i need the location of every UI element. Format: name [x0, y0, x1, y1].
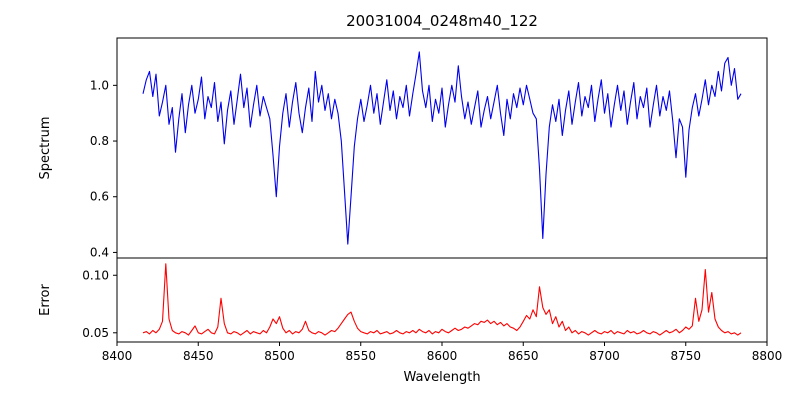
x-axis-label: Wavelength	[403, 370, 480, 385]
xtick-label: 8700	[589, 349, 620, 363]
chart-title: 20031004_0248m40_122	[346, 12, 538, 31]
spectrum-ytick-label: 1.0	[90, 78, 109, 92]
error-ytick-label: 0.05	[82, 326, 109, 340]
error-ytick-label: 0.10	[82, 268, 109, 282]
plot-layer: 0.4 0.6 0.8 1.0 0.05 0.10 8400 8450 8500 8550 8600…	[82, 37, 783, 363]
xtick-label: 8400	[102, 349, 133, 363]
xtick-label: 8450	[183, 349, 214, 363]
error-line	[142, 263, 742, 336]
xtick-label: 8750	[670, 349, 701, 363]
spectrum-y-axis-label: Spectrum	[38, 117, 53, 180]
xtick-label: 8650	[508, 349, 539, 363]
error-y-axis-label: Error	[38, 284, 53, 316]
spectrum-ytick-label: 0.4	[90, 245, 109, 259]
spectrum-ytick-label: 0.8	[90, 134, 109, 148]
xtick-label: 8550	[345, 349, 376, 363]
spectrum-ytick-label: 0.6	[90, 190, 109, 204]
xtick-label: 8600	[427, 349, 458, 363]
xtick-label: 8800	[752, 349, 783, 363]
spectrum-line	[142, 51, 742, 245]
xtick-label: 8500	[264, 349, 295, 363]
